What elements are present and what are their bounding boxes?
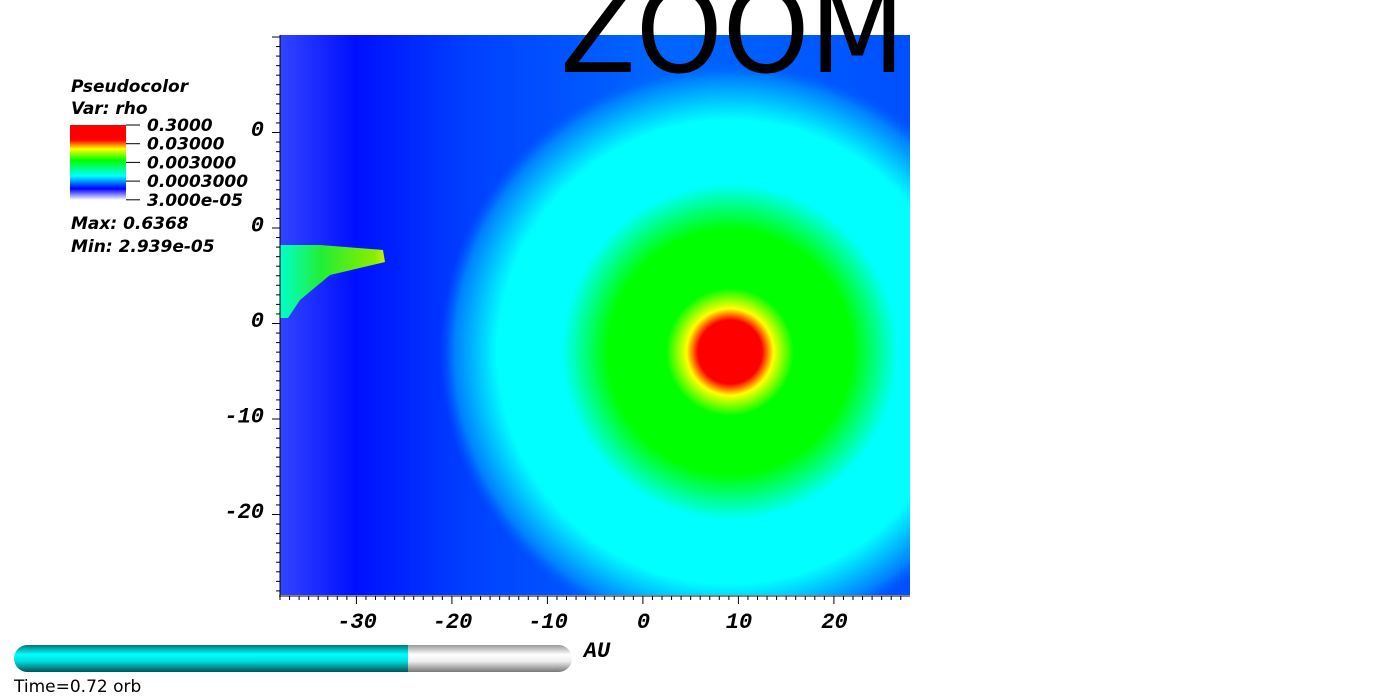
legend-variable: Var: rho <box>71 99 148 119</box>
zoom-label: ZOOM <box>560 0 905 100</box>
legend: Pseudocolor Var: rho 0.30000.030000.0030… <box>70 77 248 257</box>
x-tick-label: 0 <box>637 610 650 635</box>
density-image <box>280 35 910 595</box>
x-tick-label: -20 <box>433 610 473 635</box>
y-tick-label: -10 <box>224 405 264 430</box>
x-tick-label: -10 <box>528 610 568 635</box>
y-tick-label: 0 <box>251 309 264 334</box>
color-bar <box>70 125 126 200</box>
x-tick-label: 10 <box>726 610 752 635</box>
legend-level: 3.000e-05 <box>147 191 243 211</box>
x-tick-label: 20 <box>821 610 847 635</box>
x-tick-label: -30 <box>337 610 377 635</box>
time-slider: Time=0.72 orb <box>13 645 572 697</box>
x-axis-title: AU <box>582 639 611 664</box>
legend-level: 0.003000 <box>147 153 236 173</box>
y-tick-label: 0 <box>251 214 264 239</box>
legend-level: 0.03000 <box>147 135 225 155</box>
legend-level: 0.0003000 <box>147 172 248 192</box>
legend-title: Pseudocolor <box>71 77 190 97</box>
legend-max: Max: 0.6368 <box>71 214 189 234</box>
y-tick-label: -20 <box>224 500 264 525</box>
y-tick-label: 0 <box>251 118 264 143</box>
legend-min: Min: 2.939e-05 <box>71 237 215 257</box>
time-label: Time=0.72 orb <box>13 677 141 697</box>
axes: -30 -20 -10 0 10 20 0 0 0 -10 -20 <box>224 35 910 635</box>
legend-level: 0.3000 <box>147 116 213 136</box>
